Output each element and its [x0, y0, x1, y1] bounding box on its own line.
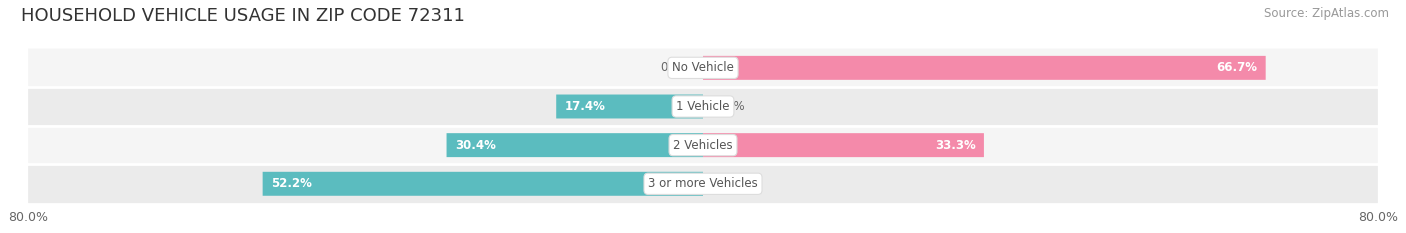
FancyBboxPatch shape	[447, 133, 703, 157]
Text: 33.3%: 33.3%	[935, 139, 976, 152]
FancyBboxPatch shape	[28, 87, 1378, 126]
FancyBboxPatch shape	[28, 164, 1378, 203]
Text: 17.4%: 17.4%	[565, 100, 606, 113]
Text: 52.2%: 52.2%	[271, 177, 312, 190]
FancyBboxPatch shape	[703, 56, 1265, 80]
Text: 0.0%: 0.0%	[716, 100, 745, 113]
Text: Source: ZipAtlas.com: Source: ZipAtlas.com	[1264, 7, 1389, 20]
Text: 0.0%: 0.0%	[716, 177, 745, 190]
FancyBboxPatch shape	[703, 133, 984, 157]
Text: 2 Vehicles: 2 Vehicles	[673, 139, 733, 152]
FancyBboxPatch shape	[263, 172, 703, 196]
Text: 66.7%: 66.7%	[1216, 61, 1257, 74]
Text: No Vehicle: No Vehicle	[672, 61, 734, 74]
Text: 0.0%: 0.0%	[661, 61, 690, 74]
Text: 30.4%: 30.4%	[456, 139, 496, 152]
Text: HOUSEHOLD VEHICLE USAGE IN ZIP CODE 72311: HOUSEHOLD VEHICLE USAGE IN ZIP CODE 7231…	[21, 7, 465, 25]
Text: 3 or more Vehicles: 3 or more Vehicles	[648, 177, 758, 190]
FancyBboxPatch shape	[28, 126, 1378, 164]
FancyBboxPatch shape	[28, 48, 1378, 87]
Text: 1 Vehicle: 1 Vehicle	[676, 100, 730, 113]
FancyBboxPatch shape	[557, 95, 703, 118]
